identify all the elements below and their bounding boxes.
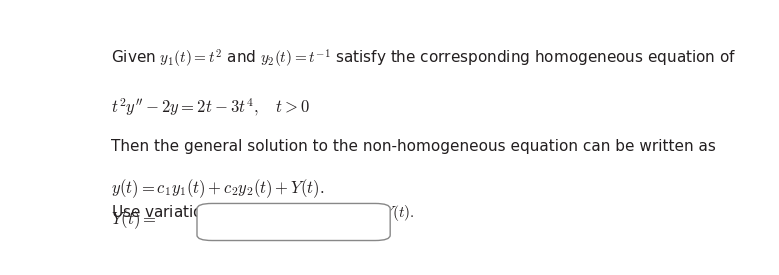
Text: $Y(t) =$: $Y(t) =$ <box>111 208 157 231</box>
FancyBboxPatch shape <box>197 204 390 241</box>
Text: Then the general solution to the non-homogeneous equation can be written as: Then the general solution to the non-hom… <box>111 139 716 154</box>
Text: $t^2y^{\prime\prime} - 2y = 2t - 3t^4, \quad t > 0$: $t^2y^{\prime\prime} - 2y = 2t - 3t^4, \… <box>111 97 309 118</box>
Text: $y(t) = c_1y_1(t) + c_2y_2(t) + Y(t).$: $y(t) = c_1y_1(t) + c_2y_2(t) + Y(t).$ <box>111 177 324 200</box>
Text: Given $y_1(t) = t^2$ and $y_2(t) = t^{-1}$ satisfy the corresponding homogeneous: Given $y_1(t) = t^2$ and $y_2(t) = t^{-1… <box>111 48 736 70</box>
Text: Use variation of parameters to find $Y(t).$: Use variation of parameters to find $Y(t… <box>111 204 414 224</box>
